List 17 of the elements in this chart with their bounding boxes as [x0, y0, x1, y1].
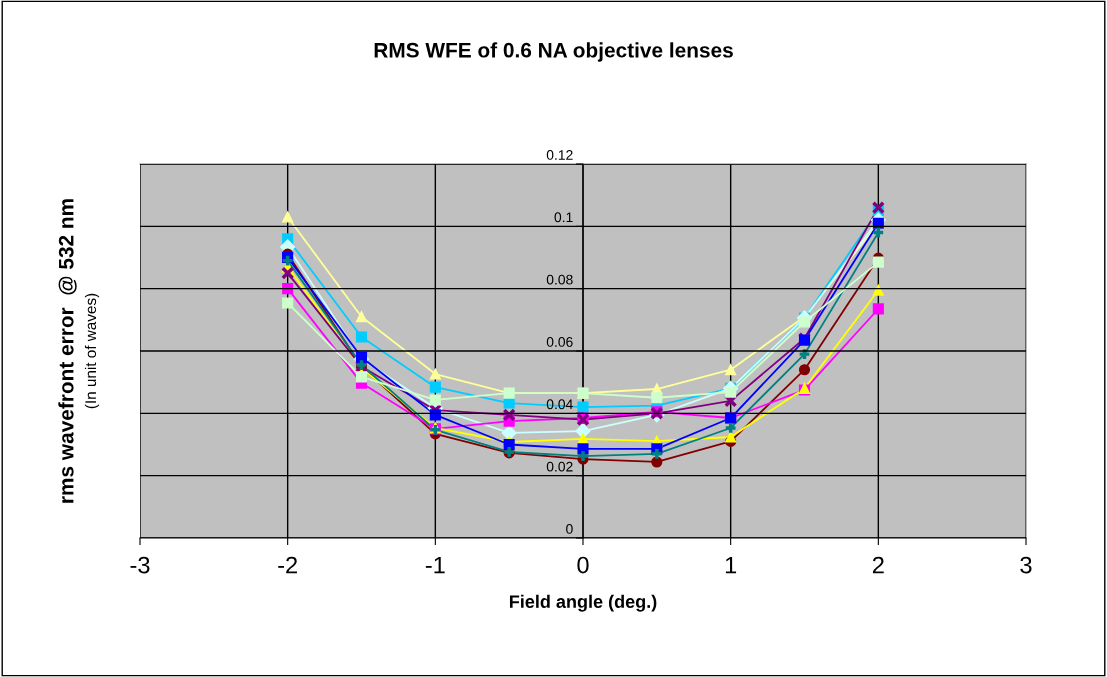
y-tick-label: 0.08: [546, 274, 573, 285]
text: (In unit of waves): [84, 293, 100, 409]
y-tick-label: 0.1: [554, 212, 573, 223]
x-tick-label: 0: [577, 556, 589, 574]
x-tick-label: -1: [425, 556, 445, 574]
y-axis-title: rms wavefront error @ 532 nm: [58, 199, 77, 503]
x-tick-label: 3: [1020, 556, 1032, 574]
x-tick-label: 2: [872, 556, 884, 574]
x-tick-label: -2: [278, 556, 297, 574]
y-tick-label: 0.02: [546, 461, 573, 472]
y-tick-label: 0.06: [546, 337, 573, 347]
x-axis-title: Field angle (deg.): [509, 594, 657, 612]
x-tick-label: 1: [725, 556, 737, 574]
x-tick-label: -3: [130, 556, 150, 574]
chart-title: RMS WFE of 0.6 NA objective lenses: [374, 42, 733, 62]
y-tick-label: 0.12: [546, 150, 573, 160]
y-tick-label: 0: [566, 524, 573, 534]
